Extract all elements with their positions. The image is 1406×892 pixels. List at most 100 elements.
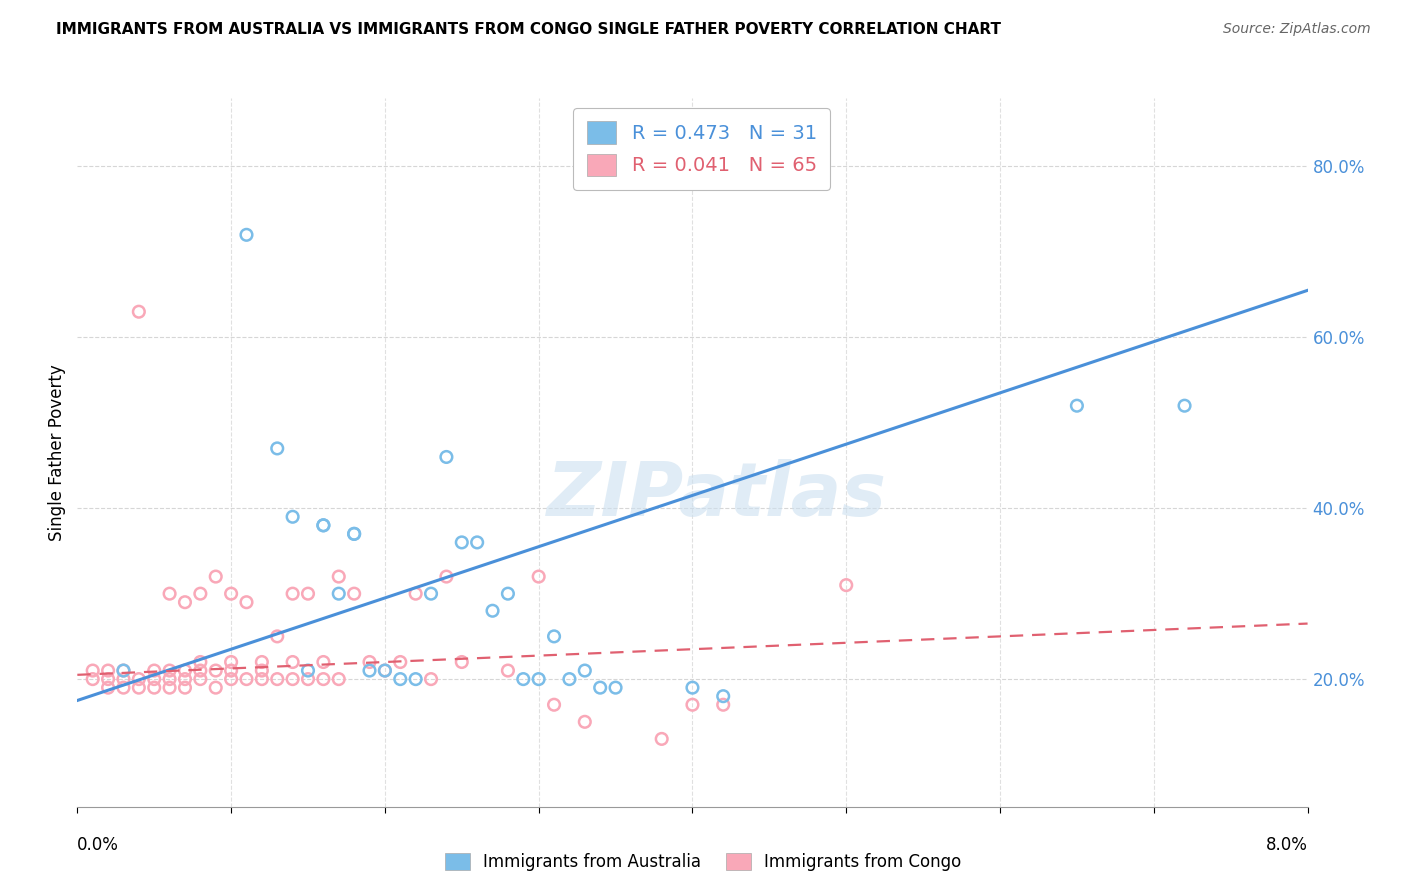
Point <box>312 518 335 533</box>
Point <box>128 672 150 686</box>
Point <box>219 587 242 601</box>
Point <box>835 578 858 592</box>
Point <box>112 664 135 678</box>
Point <box>512 672 534 686</box>
Point <box>250 664 273 678</box>
Point <box>297 587 319 601</box>
Point <box>359 655 381 669</box>
Point <box>250 655 273 669</box>
Text: 8.0%: 8.0% <box>1265 836 1308 854</box>
Point <box>281 509 304 524</box>
Point <box>436 569 458 583</box>
Point <box>496 587 519 601</box>
Point <box>450 535 472 549</box>
Point <box>143 664 166 678</box>
Point <box>420 587 443 601</box>
Point <box>219 664 242 678</box>
Point <box>174 664 197 678</box>
Point <box>328 569 350 583</box>
Point <box>174 672 197 686</box>
Point <box>328 587 350 601</box>
Point <box>436 450 458 464</box>
Point <box>204 664 226 678</box>
Point <box>266 672 288 686</box>
Point <box>235 595 257 609</box>
Point <box>128 304 150 318</box>
Point <box>389 655 412 669</box>
Legend: R = 0.473   N = 31, R = 0.041   N = 65: R = 0.473 N = 31, R = 0.041 N = 65 <box>574 108 831 190</box>
Point <box>496 664 519 678</box>
Legend: Immigrants from Australia, Immigrants from Congo: Immigrants from Australia, Immigrants fr… <box>436 845 970 880</box>
Point <box>312 655 335 669</box>
Point <box>543 629 565 643</box>
Point <box>143 672 166 686</box>
Point <box>389 672 412 686</box>
Point <box>682 681 704 695</box>
Point <box>527 672 550 686</box>
Point <box>359 664 381 678</box>
Point <box>190 664 212 678</box>
Point <box>605 681 627 695</box>
Point <box>711 689 734 703</box>
Point <box>128 681 150 695</box>
Point <box>1174 399 1197 413</box>
Point <box>589 681 612 695</box>
Point <box>112 664 135 678</box>
Point <box>420 672 443 686</box>
Point <box>112 681 135 695</box>
Point <box>82 664 104 678</box>
Point <box>450 655 472 669</box>
Point <box>112 672 135 686</box>
Point <box>574 714 596 729</box>
Point <box>219 655 242 669</box>
Point <box>159 672 181 686</box>
Point <box>558 672 581 686</box>
Text: IMMIGRANTS FROM AUSTRALIA VS IMMIGRANTS FROM CONGO SINGLE FATHER POVERTY CORRELA: IMMIGRANTS FROM AUSTRALIA VS IMMIGRANTS … <box>56 22 1001 37</box>
Point <box>204 569 226 583</box>
Point <box>190 587 212 601</box>
Point <box>343 587 366 601</box>
Point <box>527 569 550 583</box>
Point <box>235 672 257 686</box>
Point <box>297 664 319 678</box>
Point <box>343 526 366 541</box>
Text: 0.0%: 0.0% <box>77 836 120 854</box>
Point <box>190 655 212 669</box>
Point <box>235 227 257 242</box>
Point <box>159 587 181 601</box>
Point <box>374 664 396 678</box>
Point <box>97 672 120 686</box>
Point <box>174 595 197 609</box>
Point <box>481 604 503 618</box>
Point <box>266 442 288 456</box>
Point <box>297 672 319 686</box>
Point <box>651 731 673 746</box>
Point <box>465 535 488 549</box>
Point <box>1066 399 1088 413</box>
Point <box>328 672 350 686</box>
Point <box>543 698 565 712</box>
Point <box>281 587 304 601</box>
Point <box>250 672 273 686</box>
Point <box>312 672 335 686</box>
Point <box>312 518 335 533</box>
Point <box>281 655 304 669</box>
Point <box>711 698 734 712</box>
Point <box>174 681 197 695</box>
Point <box>82 672 104 686</box>
Y-axis label: Single Father Poverty: Single Father Poverty <box>48 364 66 541</box>
Point <box>281 672 304 686</box>
Text: Source: ZipAtlas.com: Source: ZipAtlas.com <box>1223 22 1371 37</box>
Point <box>97 681 120 695</box>
Point <box>97 664 120 678</box>
Point <box>159 681 181 695</box>
Point <box>682 698 704 712</box>
Point <box>574 664 596 678</box>
Point <box>343 526 366 541</box>
Point <box>143 681 166 695</box>
Point <box>405 672 427 686</box>
Point <box>204 681 226 695</box>
Point <box>219 672 242 686</box>
Text: ZIPatlas: ZIPatlas <box>547 458 887 532</box>
Point <box>159 664 181 678</box>
